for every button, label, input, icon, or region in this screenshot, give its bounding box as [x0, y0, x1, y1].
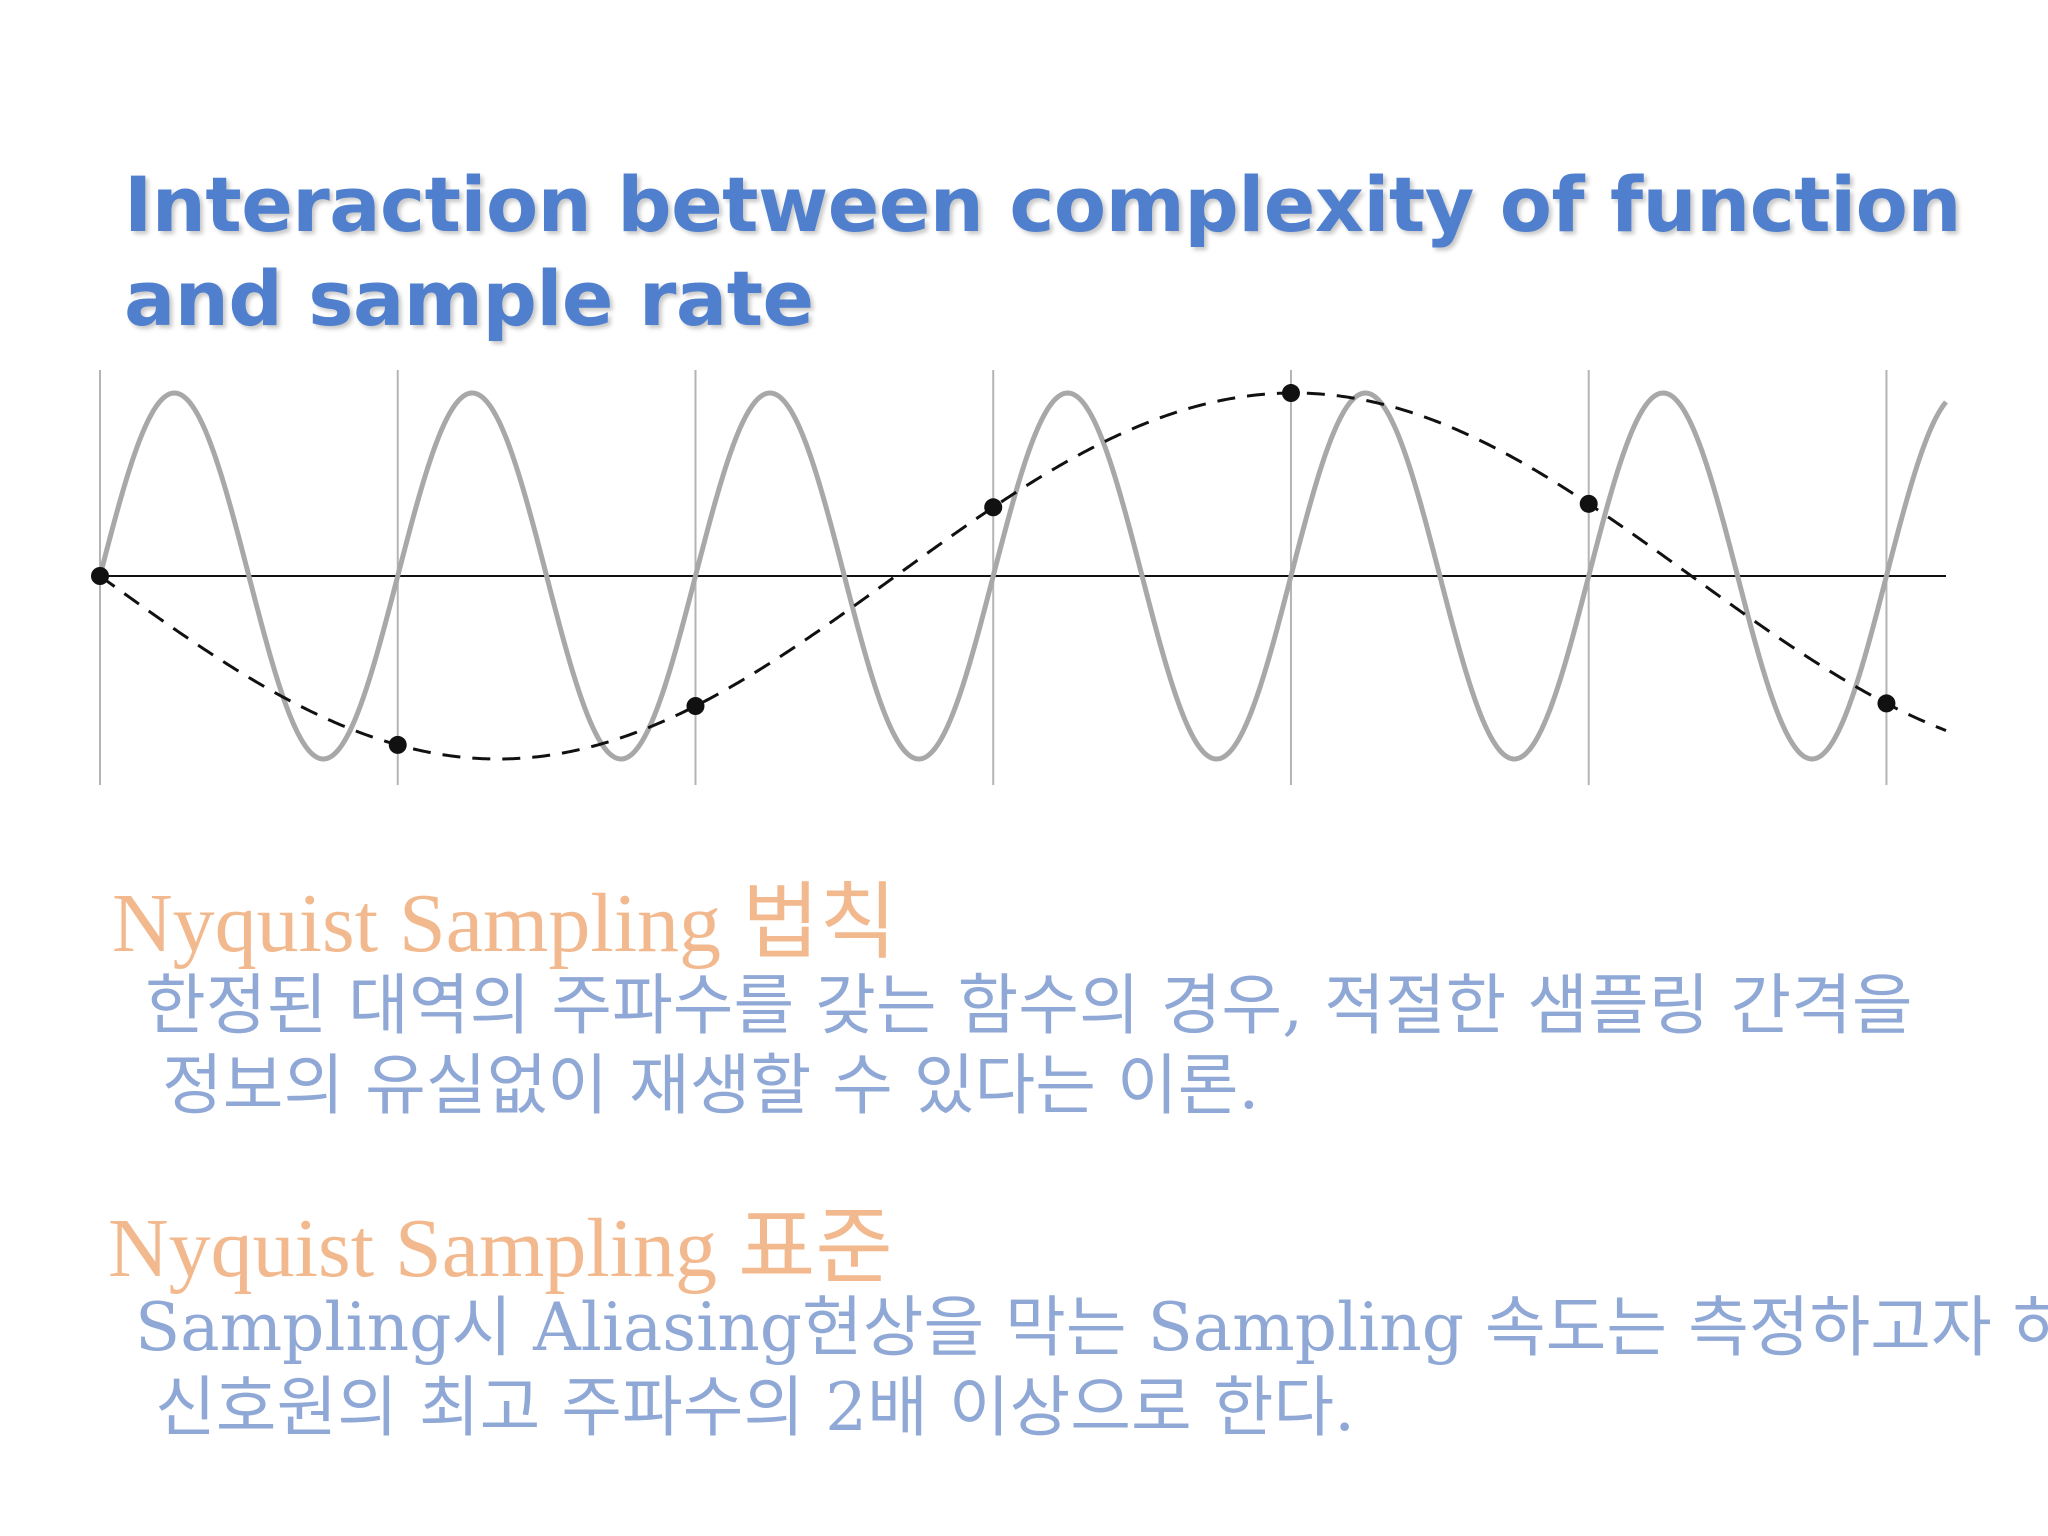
nyquist-standard-heading: Nyquist Sampling 표준	[108, 1202, 893, 1295]
nyquist-law-heading: Nyquist Sampling 법칙	[112, 877, 897, 970]
nyquist-law-body-line-2: 정보의 유실없이 재생할 수 있다는 이론.	[162, 1047, 1260, 1124]
sample-point	[1877, 694, 1896, 713]
sample-gridlines	[99, 370, 1888, 785]
aliased-reconstruction	[99, 391, 1947, 761]
sample-points	[91, 384, 1896, 754]
nyquist-law-body: 한정된 대역의 주파수를 갖는 함수의 경우, 적절한 샘플링 간격을 정보의 …	[145, 966, 2048, 1126]
high-frequency-signal	[97, 390, 1948, 762]
slide-title-line-1: Interaction between complexity of functi…	[124, 160, 1962, 249]
nyquist-standard-body: Sampling시 Aliasing현상을 막는 Sampling 속도는 측정…	[135, 1288, 2048, 1448]
sample-point	[686, 697, 705, 716]
nyquist-standard-body-line-2: 신호원의 최고 주파수의 2배 이상으로 한다.	[155, 1369, 1356, 1446]
slide-title-line-2: and sample rate	[124, 254, 814, 343]
nyquist-law-body-line-1: 한정된 대역의 주파수를 갖는 함수의 경우, 적절한 샘플링 간격을	[145, 967, 1913, 1044]
slide-title: Interaction between complexity of functi…	[124, 158, 1984, 346]
sample-point	[984, 498, 1003, 517]
sample-point	[388, 735, 407, 754]
sample-point	[1579, 494, 1598, 513]
nyquist-standard-body-line-1: Sampling시 Aliasing현상을 막는 Sampling 속도는 측정…	[135, 1289, 2048, 1366]
sampling-diagram	[91, 370, 1948, 785]
sample-point	[91, 567, 109, 585]
sample-point	[1281, 384, 1300, 403]
